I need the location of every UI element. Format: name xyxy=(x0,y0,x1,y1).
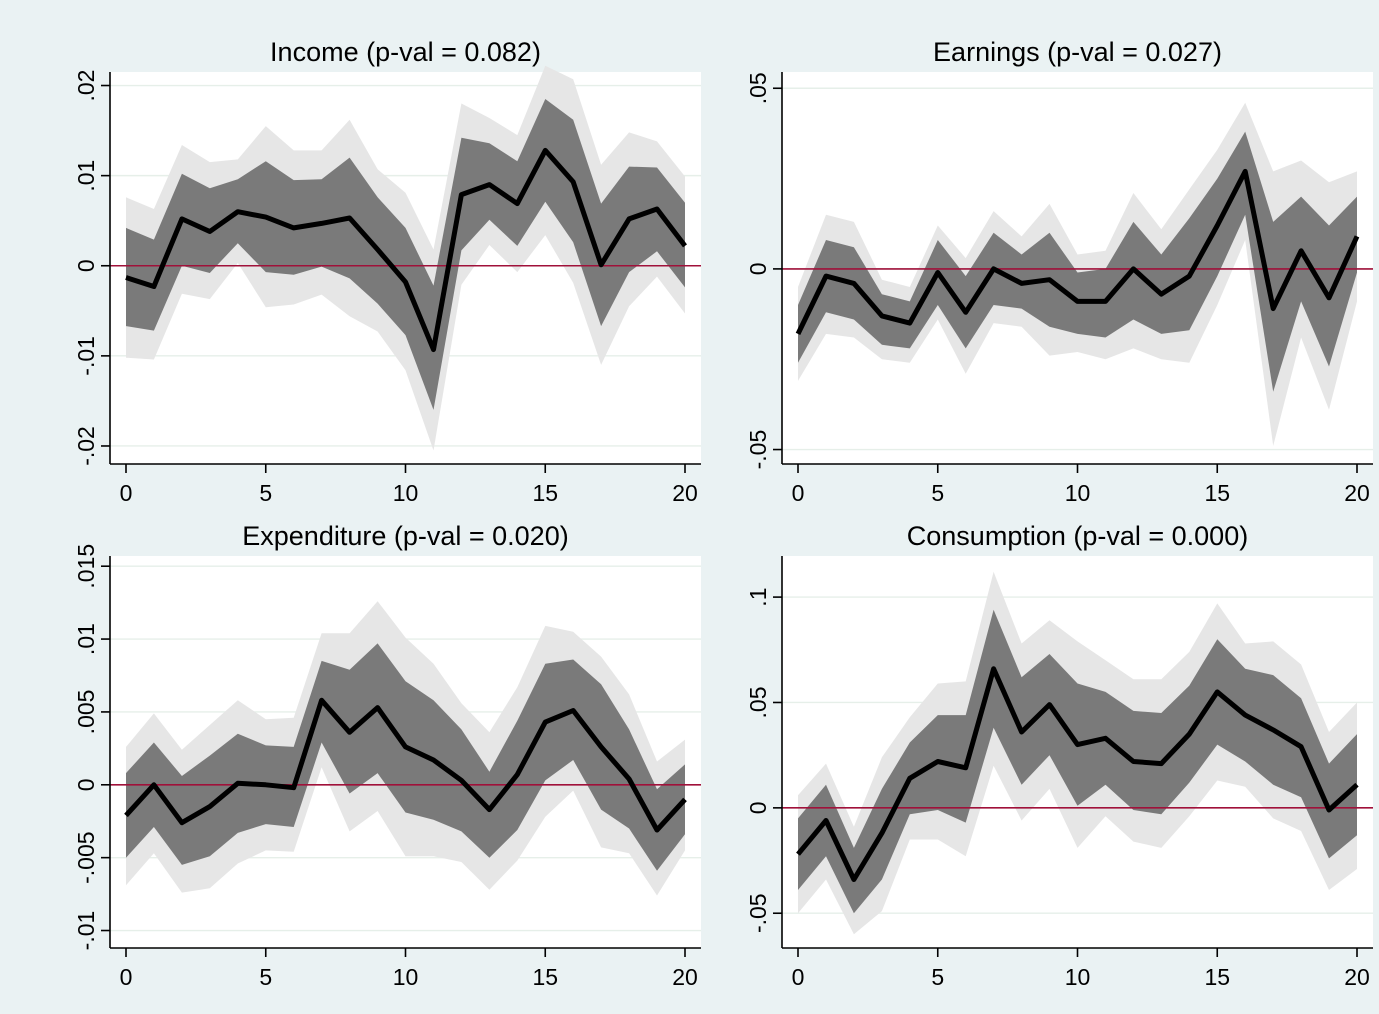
y-tick-label: -.01 xyxy=(73,336,99,376)
y-tick-label: 0 xyxy=(745,263,771,276)
y-tick-label: 0 xyxy=(73,259,99,272)
panel-title: Expenditure (p-val = 0.020) xyxy=(242,521,568,551)
y-tick-label: .05 xyxy=(745,72,771,104)
x-tick-label: 15 xyxy=(1204,964,1230,990)
y-tick-label: .005 xyxy=(73,690,99,735)
x-tick-label: 20 xyxy=(1344,480,1370,506)
x-tick-label: 10 xyxy=(393,964,419,990)
panel-title: Earnings (p-val = 0.027) xyxy=(933,37,1222,67)
x-tick-label: 0 xyxy=(120,480,133,506)
y-tick-label: .01 xyxy=(73,623,99,655)
y-tick-label: .02 xyxy=(73,70,99,102)
y-tick-label: -.005 xyxy=(73,831,99,883)
x-tick-label: 10 xyxy=(1065,964,1091,990)
x-tick-label: 15 xyxy=(532,964,558,990)
y-tick-label: -.05 xyxy=(745,893,771,933)
y-tick-label: -.02 xyxy=(73,426,99,466)
y-tick-label: .015 xyxy=(73,544,99,589)
y-tick-label: -.01 xyxy=(73,911,99,951)
point-estimate-line xyxy=(796,666,1359,882)
x-tick-label: 0 xyxy=(120,964,133,990)
point-estimate-line xyxy=(795,168,1360,335)
inner-confidence-band xyxy=(798,131,1357,392)
panel-title: Income (p-val = 0.082) xyxy=(270,37,541,67)
x-tick-label: 5 xyxy=(259,480,272,506)
panel-income: -.02 -.01 0 .01 .02 0 5 10 15 20 Income (p-val = 0… xyxy=(73,37,701,506)
panel-expenditure: -.01 -.005 0 .005 .01 .015 0 5 10 15 20 Expenditure… xyxy=(73,521,701,990)
panel-earnings: -.05 0 .05 0 5 10 15 20 Earnings (p-val = 0.027) xyxy=(745,37,1373,506)
x-tick-label: 5 xyxy=(931,964,944,990)
x-tick-label: 20 xyxy=(672,964,698,990)
y-tick-label: .05 xyxy=(745,686,771,718)
panel-consumption: -.05 0 .05 .1 0 5 10 15 20 Consumption (p-val = 0… xyxy=(745,521,1373,990)
panel-title: Consumption (p-val = 0.000) xyxy=(907,521,1248,551)
point-estimate-line xyxy=(124,697,687,833)
y-tick-label: 0 xyxy=(745,801,771,814)
x-tick-label: 20 xyxy=(672,480,698,506)
panels: -.02 -.01 0 .01 .02 0 5 10 15 20 Income (p-val = 0… xyxy=(73,37,1373,990)
x-tick-label: 0 xyxy=(792,480,805,506)
inner-confidence-band xyxy=(126,643,685,871)
inner-confidence-band xyxy=(798,609,1357,914)
x-tick-label: 10 xyxy=(1065,480,1091,506)
y-tick-label: .1 xyxy=(745,588,771,607)
x-tick-label: 15 xyxy=(532,480,558,506)
x-tick-label: 20 xyxy=(1344,964,1370,990)
x-tick-label: 5 xyxy=(259,964,272,990)
x-tick-label: 15 xyxy=(1204,480,1230,506)
x-tick-label: 10 xyxy=(393,480,419,506)
y-tick-label: 0 xyxy=(73,778,99,791)
x-tick-label: 0 xyxy=(792,964,805,990)
point-estimate-line xyxy=(125,147,687,353)
x-tick-label: 5 xyxy=(931,480,944,506)
inner-confidence-band xyxy=(126,99,685,410)
y-tick-label: .01 xyxy=(73,160,99,192)
y-tick-label: -.05 xyxy=(745,430,771,470)
